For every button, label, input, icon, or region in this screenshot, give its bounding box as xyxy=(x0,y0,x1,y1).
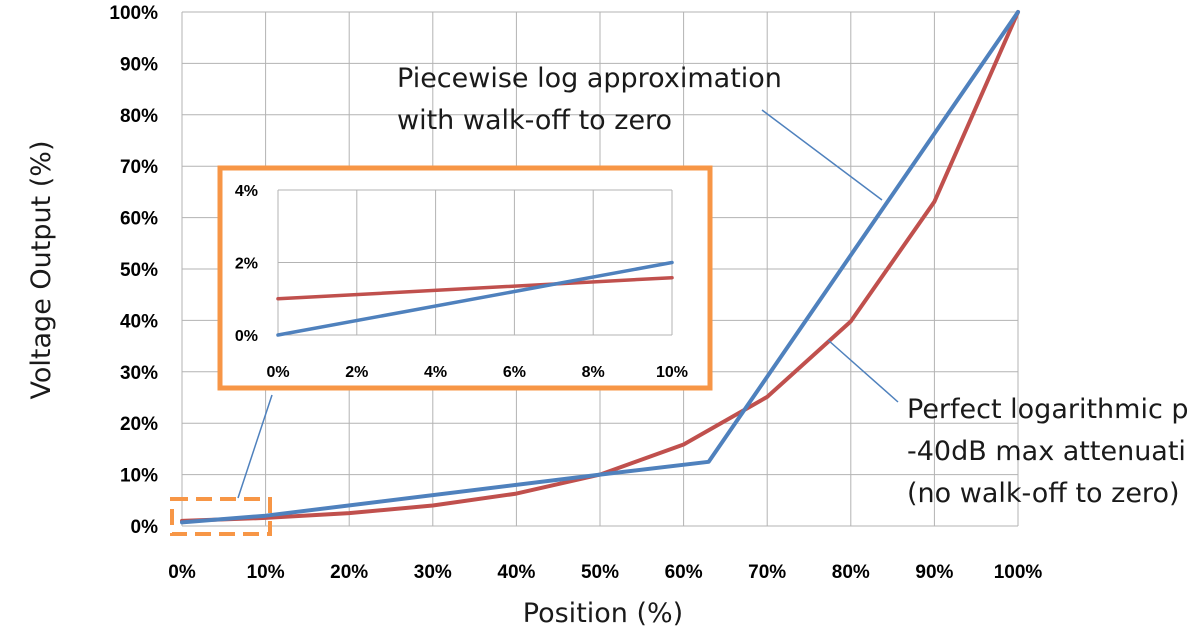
zoom-connector-line xyxy=(237,394,273,499)
x-tick-label: 60% xyxy=(665,562,703,583)
x-tick-label: 70% xyxy=(748,562,786,583)
inset-grid xyxy=(277,189,673,336)
annotation-perfect-log-line-3: (no walk-off to zero) xyxy=(907,478,1180,509)
annotation-perfect-log-leader xyxy=(827,339,899,403)
x-tick-label: 0% xyxy=(168,562,196,583)
x-tick-label: 10% xyxy=(247,562,285,583)
y-tick-label: 90% xyxy=(120,54,158,75)
x-tick-label: 40% xyxy=(497,562,535,583)
y-tick-label: 80% xyxy=(120,106,158,127)
inset-frame xyxy=(217,165,713,391)
x-tick-label: 100% xyxy=(994,562,1043,583)
inset-x-tick-label: 10% xyxy=(656,364,688,381)
inset-series-line-perfect-log xyxy=(276,275,674,301)
main-series xyxy=(180,10,1020,525)
annotation-piecewise-line-2: with walk-off to zero xyxy=(397,105,672,136)
y-tick-label: 100% xyxy=(109,3,158,24)
annotation-perfect-log: Perfect logarithmic p -40dB max attenuat… xyxy=(827,339,1189,509)
y-tick-label: 70% xyxy=(120,157,158,178)
y-tick-label: 30% xyxy=(120,363,158,384)
inset-x-tick-label: 4% xyxy=(424,364,447,381)
inset-chart: 0% 2% 4% 6% 8% 10% 0% 2% 4% xyxy=(217,165,713,391)
inset-x-tick-label: 8% xyxy=(582,364,605,381)
zoom-region-marker xyxy=(170,497,272,536)
x-tick-label: 50% xyxy=(581,562,619,583)
y-tick-label: 10% xyxy=(120,466,158,487)
y-tick-label: 20% xyxy=(120,414,158,435)
y-tick-label: 40% xyxy=(120,311,158,332)
inset-x-tick-label: 0% xyxy=(266,364,289,381)
y-tick-label: 50% xyxy=(120,260,158,281)
y-axis-title: Voltage Output (%) xyxy=(26,141,57,400)
inset-y-tick-label: 0% xyxy=(235,328,258,345)
x-tick-label: 90% xyxy=(915,562,953,583)
inset-ticks: 0% 2% 4% 6% 8% 10% 0% 2% 4% xyxy=(235,183,688,381)
x-tick-label: 80% xyxy=(832,562,870,583)
inset-series xyxy=(276,260,674,337)
x-axis-title: Position (%) xyxy=(523,598,683,629)
annotation-piecewise: Piecewise log approximation with walk-of… xyxy=(397,63,883,201)
inset-series-line-piecewise xyxy=(276,260,674,337)
series-line-piecewise xyxy=(180,10,1020,525)
annotation-piecewise-leader xyxy=(761,109,883,201)
x-tick-label: 20% xyxy=(330,562,368,583)
x-tick-label: 30% xyxy=(414,562,452,583)
inset-x-tick-label: 2% xyxy=(345,364,368,381)
annotation-piecewise-line-1: Piecewise log approximation xyxy=(397,63,782,94)
inset-x-tick-label: 6% xyxy=(503,364,526,381)
annotation-perfect-log-line-1: Perfect logarithmic p xyxy=(907,394,1189,425)
annotation-perfect-log-line-2: -40dB max attenuati xyxy=(907,436,1186,467)
main-ticks: 0% 10% 20% 30% 40% 50% 60% 70% 80% 90% 100% 0% 10% 20… xyxy=(109,3,1042,583)
inset-y-tick-label: 2% xyxy=(235,256,258,273)
y-tick-label: 60% xyxy=(120,209,158,230)
inset-y-tick-label: 4% xyxy=(235,183,258,200)
y-tick-label: 0% xyxy=(131,517,159,538)
